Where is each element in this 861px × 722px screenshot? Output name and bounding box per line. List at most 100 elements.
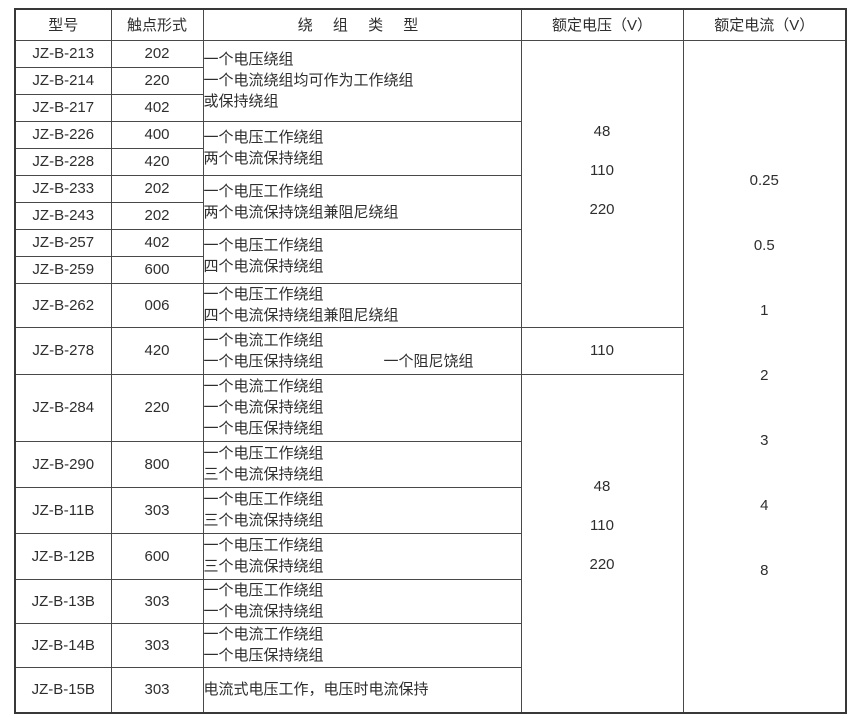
winding-cell: 一个电压工作绕组 一个电流保持绕组	[202, 578, 522, 624]
contact-cell: 202	[110, 201, 204, 230]
table-row: JZ-B-233 202 一个电压工作绕组 两个电流保持饶组兼阻尼绕组	[14, 174, 846, 230]
winding-line: 一个电压工作绕组	[203, 445, 324, 462]
model-cell: JZ-B-257	[14, 228, 112, 257]
winding-line: 电流式电压工作，电压时电流保持	[203, 681, 429, 699]
contact-cell: 600	[110, 532, 204, 580]
header-rated-current: 额定电流（V）	[682, 8, 847, 41]
winding-line: 一个电压工作绕组	[203, 491, 324, 508]
header-winding-type: 绕 组 类 型	[202, 8, 522, 41]
winding-cell: 一个电流工作绕组 一个电压保持绕组 一个阻尼饶组	[202, 326, 522, 375]
voltage-value: 48	[593, 122, 611, 140]
table-row: JZ-B-12B 600 一个电压工作绕组 三个电流保持绕组	[14, 532, 846, 580]
voltage-value: 220	[589, 556, 615, 574]
table-row: JZ-B-14B 303 一个电流工作绕组 一个电压保持绕组	[14, 622, 846, 668]
current-value: 8	[760, 562, 769, 580]
table-row: JZ-B-13B 303 一个电压工作绕组 一个电流保持绕组	[14, 578, 846, 624]
contact-cell: 400	[110, 120, 204, 149]
table-row: JZ-B-226 400 一个电压工作绕组 两个电流保持绕组	[14, 120, 846, 176]
winding-line: 四个电流保持绕组	[203, 258, 324, 275]
winding-cell: 一个电流工作绕组 一个电压保持绕组	[202, 622, 522, 668]
model-cell: JZ-B-233	[14, 174, 112, 203]
winding-line: 一个电流工作绕组	[203, 378, 324, 395]
voltage-value: 110	[590, 341, 614, 359]
table-row: JZ-B-262 006 一个电压工作绕组 四个电流保持绕组兼阻尼绕组	[14, 282, 846, 328]
contact-cell: 600	[110, 255, 204, 284]
contact-cell: 303	[110, 666, 204, 714]
winding-line: 两个电流保持绕组	[203, 150, 324, 167]
winding-line: 两个电流保持饶组兼阻尼绕组	[203, 204, 399, 221]
winding-line: 一个电流保持绕组	[203, 603, 324, 620]
winding-line: 一个电压保持绕组	[203, 647, 324, 664]
winding-line: 三个电流保持绕组	[203, 558, 324, 575]
contact-cell: 202	[110, 39, 204, 68]
winding-line: 一个电流绕组均可作为工作绕组	[203, 72, 414, 89]
winding-cell: 电流式电压工作，电压时电流保持	[202, 666, 522, 714]
table-row: JZ-B-11B 303 一个电压工作绕组 三个电流保持绕组	[14, 486, 846, 534]
winding-line: 一个电压工作绕组	[203, 129, 324, 146]
winding-cell: 一个电压工作绕组 三个电流保持绕组	[202, 440, 522, 488]
contact-cell: 303	[110, 578, 204, 624]
voltage-cell: 48 110 220	[520, 39, 684, 328]
contact-cell: 220	[110, 373, 204, 442]
model-cell: JZ-B-262	[14, 282, 112, 328]
voltage-value: 110	[590, 161, 614, 179]
winding-cell: 一个电流工作绕组 一个电流保持绕组 一个电压保持绕组	[202, 373, 522, 442]
current-value: 1	[760, 302, 769, 320]
winding-line: 四个电流保持绕组兼阻尼绕组	[203, 307, 399, 324]
model-cell: JZ-B-284	[14, 373, 112, 442]
winding-cell: 一个电压工作绕组 两个电流保持饶组兼阻尼绕组	[202, 174, 522, 230]
header-rated-voltage: 额定电压（V）	[520, 8, 684, 41]
model-cell: JZ-B-226	[14, 120, 112, 149]
voltage-value: 220	[589, 200, 615, 218]
table-row: JZ-B-290 800 一个电压工作绕组 三个电流保持绕组	[14, 440, 846, 488]
winding-cell: 一个电压工作绕组 三个电流保持绕组	[202, 532, 522, 580]
header-model: 型号	[14, 8, 112, 41]
winding-cell: 一个电压工作绕组 三个电流保持绕组	[202, 486, 522, 534]
winding-line: 一个电流工作绕组	[203, 626, 324, 643]
contact-cell: 303	[110, 622, 204, 668]
winding-line: 三个电流保持绕组	[203, 466, 324, 483]
winding-line: 一个电压保持绕组	[203, 420, 324, 437]
model-cell: JZ-B-217	[14, 93, 112, 122]
header-contact-form: 触点形式	[110, 8, 204, 41]
current-value: 2	[760, 367, 769, 385]
contact-cell: 303	[110, 486, 204, 534]
contact-cell: 402	[110, 228, 204, 257]
model-cell: JZ-B-14B	[14, 622, 112, 668]
model-cell: JZ-B-278	[14, 326, 112, 375]
contact-cell: 006	[110, 282, 204, 328]
contact-cell: 420	[110, 326, 204, 375]
winding-cell: 一个电压工作绕组 两个电流保持绕组	[202, 120, 522, 176]
voltage-value: 110	[590, 517, 614, 535]
current-value: 0.5	[753, 237, 775, 255]
table-row: JZ-B-228 420	[14, 147, 846, 176]
model-cell: JZ-B-12B	[14, 532, 112, 580]
current-value: 0.25	[749, 172, 779, 190]
model-cell: JZ-B-214	[14, 66, 112, 95]
model-cell: JZ-B-213	[14, 39, 112, 68]
winding-line: 一个电压保持绕组 一个阻尼饶组	[203, 352, 474, 370]
winding-line: 一个电压工作绕组	[203, 286, 324, 303]
model-cell: JZ-B-11B	[14, 486, 112, 534]
voltage-cell: 48 110 220	[520, 373, 684, 714]
contact-cell: 800	[110, 440, 204, 488]
contact-cell: 202	[110, 174, 204, 203]
winding-cell: 一个电压工作绕组 四个电流保持绕组	[202, 228, 522, 284]
table-row: JZ-B-213 202 一个电压绕组 一个电流绕组均可作为工作绕组 或保持绕组…	[14, 39, 847, 714]
current-cell: 0.25 0.5 1 2 3 4 8	[682, 39, 847, 714]
winding-line: 一个电压绕组	[203, 51, 294, 68]
winding-cell: 一个电压绕组 一个电流绕组均可作为工作绕组 或保持绕组	[202, 39, 522, 122]
table-row: JZ-B-214 220	[14, 66, 846, 95]
voltage-value: 48	[593, 478, 611, 496]
winding-line: 一个电流保持绕组	[203, 399, 324, 416]
winding-line: 或保持绕组	[203, 93, 279, 110]
spec-table: 型号 触点形式 绕 组 类 型 额定电压（V） 额定电流（V） JZ-B-213…	[14, 8, 847, 714]
current-value: 4	[760, 497, 769, 515]
voltage-cell: 110	[520, 326, 684, 375]
model-cell: JZ-B-228	[14, 147, 112, 176]
contact-cell: 420	[110, 147, 204, 176]
contact-cell: 402	[110, 93, 204, 122]
table-row: JZ-B-278 420 一个电流工作绕组 一个电压保持绕组 一个阻尼饶组 11…	[14, 326, 846, 375]
winding-line: 三个电流保持绕组	[203, 512, 324, 529]
